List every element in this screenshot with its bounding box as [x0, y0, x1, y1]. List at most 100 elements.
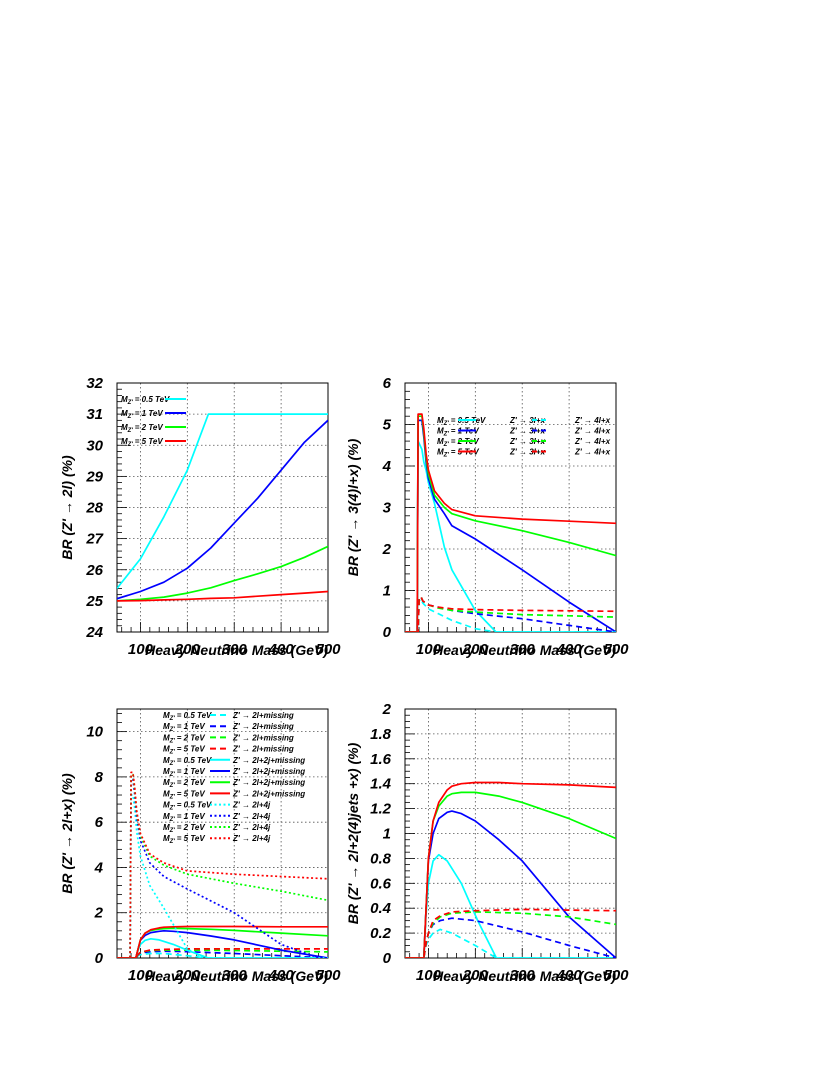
legend-sub: Z'	[169, 716, 176, 722]
legend-sub: Z'	[127, 442, 134, 448]
y-tick-label: 1.4	[370, 776, 392, 793]
legend-sub: Z'	[127, 428, 134, 434]
y-tick-label: 31	[86, 406, 103, 423]
y-tick-label: 0.2	[370, 925, 392, 942]
legend-process: Z' → 2l+2j+missing	[232, 789, 305, 798]
y-tick-label: 25	[85, 593, 103, 610]
y-tick-label: 1	[383, 583, 391, 600]
legend-sub: Z'	[169, 738, 176, 744]
y-tick-label: 1.2	[370, 801, 392, 818]
series-line-dashed	[405, 928, 616, 958]
legend-mass: M	[437, 427, 444, 436]
y-tick-label: 1.8	[370, 726, 392, 743]
y-tick-label: 1.6	[370, 751, 392, 768]
legend-label: MZ'= 5 TeV	[163, 834, 205, 845]
series-line-dashed	[405, 597, 616, 632]
legend-sub: Z'	[443, 421, 450, 427]
y-axis-title: BR (Z' → 2l+x) (%)	[59, 773, 75, 894]
legend-mass: M	[163, 767, 170, 776]
x-axis-title: Heavy Neutrino Mass (GeV)	[145, 642, 328, 658]
series-line-solid	[405, 853, 616, 958]
y-tick-label: 2	[382, 701, 392, 718]
x-tick-label: 200	[462, 641, 489, 658]
y-tick-label: 28	[85, 500, 103, 517]
legend-process: Z' → 2l+missing	[232, 733, 294, 742]
legend-value: = 1 TeV	[177, 767, 206, 776]
legend-value: = 1 TeV	[135, 409, 164, 418]
legend-process: Z' → 2l+missing	[232, 745, 294, 754]
x-tick-label: 500	[603, 967, 629, 984]
legend-label: MZ'= 1 TeV	[121, 409, 163, 420]
series-line-solid	[117, 413, 328, 589]
legend-sub: Z'	[127, 414, 134, 420]
legend-value: = 5 TeV	[177, 834, 206, 843]
legend-label: MZ'= 0.5 TeV	[163, 801, 212, 812]
y-tick-label: 0.6	[370, 875, 392, 892]
legend-process: Z' → 3l+x	[509, 437, 546, 446]
y-tick-label: 2	[382, 541, 392, 558]
x-tick-label: 100	[416, 641, 442, 658]
legend-value: = 1 TeV	[177, 812, 206, 821]
y-tick-label: 2	[94, 905, 104, 922]
series-line-dashed	[405, 595, 616, 632]
legend-value: = 5 TeV	[177, 745, 206, 754]
x-tick-label: 200	[462, 967, 489, 984]
series-line-solid	[405, 781, 616, 958]
y-tick-label: 0.8	[370, 850, 392, 867]
legend-sub: Z'	[169, 772, 176, 778]
legend-process: Z' → 2l+4j	[232, 801, 271, 810]
x-axis-title: Heavy Neutrino Mass (GeV)	[433, 642, 616, 658]
y-tick-label: 1	[383, 826, 391, 843]
legend-process: Z' → 2l+2j+missing	[232, 767, 305, 776]
series-line-solid	[405, 413, 616, 632]
legend-mass: M	[437, 448, 444, 457]
legend-label: MZ'= 5 TeV	[163, 745, 205, 756]
y-tick-label: 4	[382, 458, 392, 475]
x-tick-label: 400	[268, 641, 295, 658]
legend-label: MZ'= 2 TeV	[437, 437, 479, 448]
legend-sub: Z'	[443, 432, 450, 438]
series-line-dashed	[405, 917, 616, 958]
y-tick-label: 5	[383, 417, 392, 434]
legend-mass: M	[163, 834, 170, 843]
x-tick-label: 300	[222, 641, 248, 658]
x-tick-label: 400	[556, 641, 583, 658]
panel-4: 100 200 300 400 500 0 0.2 0.4 0.6 0.8 1 1.2 1.4 1.6 1.…	[345, 701, 629, 984]
x-tick-label: 200	[174, 641, 201, 658]
y-tick-label: 6	[95, 814, 104, 831]
series-line-dashed	[405, 911, 616, 958]
x-tick-label: 100	[128, 641, 154, 658]
legend-mass: M	[163, 733, 170, 742]
x-tick-label: 100	[128, 967, 154, 984]
series-line-solid	[117, 590, 328, 602]
x-tick-label: 100	[416, 967, 442, 984]
legend-label: MZ'= 0.5 TeV	[437, 416, 486, 427]
y-tick-label: 0.4	[370, 900, 392, 917]
legend-label: MZ'= 2 TeV	[163, 778, 205, 789]
legend-process: Z' → 2l+missing	[232, 722, 294, 731]
legend-sub: Z'	[127, 400, 134, 406]
series-line-solid	[117, 545, 328, 602]
y-tick-label: 0	[383, 624, 392, 641]
x-axis-title: Heavy Neutrino Mass (GeV)	[145, 968, 328, 984]
y-tick-label: 0	[95, 950, 104, 967]
legend-value: = 0.5 TeV	[135, 395, 170, 404]
legend-label: MZ'= 1 TeV	[163, 722, 205, 733]
y-tick-label: 32	[86, 375, 103, 392]
legend-mass: M	[121, 395, 128, 404]
legend-sub: Z'	[443, 453, 450, 459]
legend-value: = 0.5 TeV	[177, 801, 212, 810]
x-tick-label: 400	[556, 967, 583, 984]
legend-process: Z' → 3l+x	[509, 427, 546, 436]
legend-value: = 2 TeV	[135, 423, 164, 432]
legend-label: MZ'= 5 TeV	[437, 448, 479, 459]
legend-mass: M	[121, 409, 128, 418]
legend-value: = 0.5 TeV	[177, 756, 212, 765]
legend-sub: Z'	[169, 761, 176, 767]
y-tick-label: 4	[94, 859, 104, 876]
legend-value: = 0.5 TeV	[177, 711, 212, 720]
plot-frame	[116, 708, 329, 959]
y-tick-label: 24	[85, 624, 103, 641]
legend-value: = 5 TeV	[177, 789, 206, 798]
